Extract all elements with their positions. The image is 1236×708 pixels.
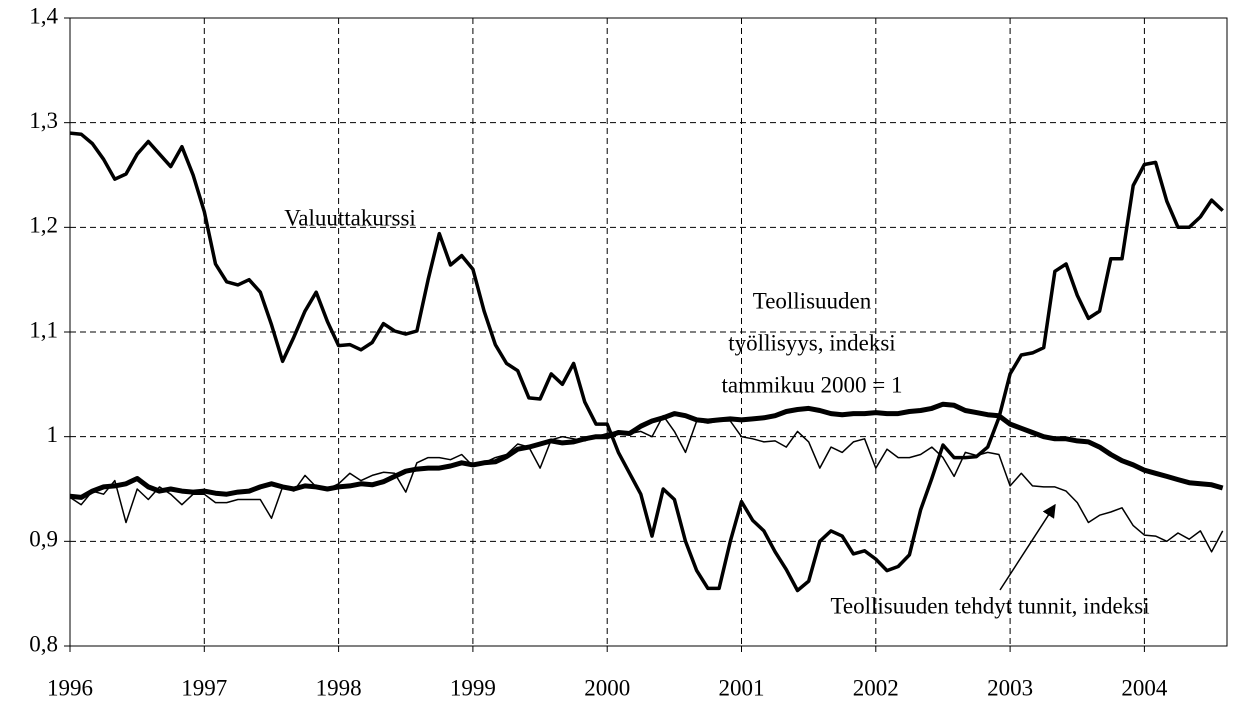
x-tick-label: 2002 xyxy=(853,675,899,700)
y-tick-label: 1 xyxy=(47,422,59,447)
x-tick-label: 1996 xyxy=(47,675,93,700)
x-tick-label: 1999 xyxy=(450,675,496,700)
y-tick-label: 1,1 xyxy=(29,317,58,342)
y-tick-label: 0,8 xyxy=(29,631,58,656)
series-line xyxy=(69,401,1224,500)
x-tick-label: 2001 xyxy=(719,675,765,700)
arrow xyxy=(999,503,1056,591)
x-tick-label: 1997 xyxy=(181,675,227,700)
annotation: Teollisuuden xyxy=(753,288,872,313)
annotation: Teollisuuden tehdyt tunnit, indeksi xyxy=(830,593,1149,618)
series-line xyxy=(69,131,1224,593)
y-tick-label: 1,3 xyxy=(29,108,58,133)
plot-frame xyxy=(69,17,1228,647)
x-tick-label: 1998 xyxy=(316,675,362,700)
annotation: Valuuttakurssi xyxy=(284,205,416,230)
x-tick-label: 2000 xyxy=(584,675,630,700)
x-tick-label: 2003 xyxy=(987,675,1033,700)
x-tick-label: 2004 xyxy=(1121,675,1168,700)
y-tick-label: 1,4 xyxy=(29,3,58,28)
y-tick-label: 0,9 xyxy=(29,527,58,552)
annotation: tammikuu 2000 = 1 xyxy=(722,372,903,397)
y-tick-label: 1,2 xyxy=(29,213,58,238)
annotation: työllisyys, indeksi xyxy=(728,330,895,355)
series-line xyxy=(69,414,1224,553)
